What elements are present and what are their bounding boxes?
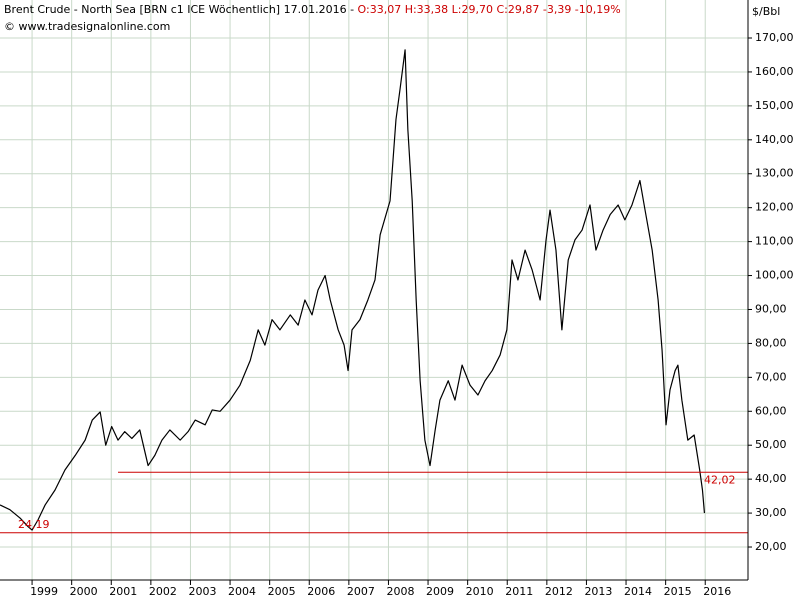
- x-tick-label: 2013: [584, 585, 612, 598]
- x-tick-label: 2016: [703, 585, 731, 598]
- y-tick-label: 100,00: [755, 269, 794, 282]
- x-tick-label: 2002: [149, 585, 177, 598]
- x-tick-label: 1999: [30, 585, 58, 598]
- x-tick-label: 2000: [70, 585, 98, 598]
- level-label: 24,19: [18, 518, 50, 531]
- grid-layer: [0, 0, 748, 580]
- y-tick-label: 160,00: [755, 65, 794, 78]
- x-tick-label: 2005: [268, 585, 296, 598]
- data-layer: [0, 49, 748, 534]
- y-tick-label: 140,00: [755, 133, 794, 146]
- x-tick-label: 2006: [307, 585, 335, 598]
- y-tick-label: 30,00: [755, 506, 787, 519]
- x-tick-label: 2011: [505, 585, 533, 598]
- y-tick-label: 40,00: [755, 472, 787, 485]
- y-tick-label: 110,00: [755, 235, 794, 248]
- y-tick-label: 70,00: [755, 370, 787, 383]
- copyright: © www.tradesignalonline.com: [4, 20, 170, 33]
- x-tick-label: 2010: [466, 585, 494, 598]
- y-tick-label: 130,00: [755, 167, 794, 180]
- y-tick-label: 50,00: [755, 438, 787, 451]
- y-tick-label: 150,00: [755, 99, 794, 112]
- x-tick-label: 2014: [624, 585, 652, 598]
- price-line: [0, 49, 706, 531]
- quote-text: O:33,07 H:33,38 L:29,70 C:29,87 -3,39 -1…: [358, 3, 621, 16]
- x-tick-label: 2012: [545, 585, 573, 598]
- y-tick-label: 60,00: [755, 404, 787, 417]
- x-tick-label: 2008: [386, 585, 414, 598]
- y-axis-label: $/Bbl: [752, 5, 780, 18]
- title-text: Brent Crude - North Sea [BRN c1 ICE Wöch…: [4, 3, 358, 16]
- y-tick-label: 80,00: [755, 336, 787, 349]
- x-tick-label: 2004: [228, 585, 256, 598]
- x-tick-label: 2007: [347, 585, 375, 598]
- x-tick-label: 2001: [109, 585, 137, 598]
- x-tick-label: 2015: [664, 585, 692, 598]
- y-tick-label: 20,00: [755, 540, 787, 553]
- chart-title: Brent Crude - North Sea [BRN c1 ICE Wöch…: [4, 3, 621, 16]
- x-tick-label: 2009: [426, 585, 454, 598]
- y-tick-label: 120,00: [755, 201, 794, 214]
- y-tick-label: 90,00: [755, 302, 787, 315]
- level-label: 42,02: [704, 473, 736, 486]
- x-tick-label: 2003: [188, 585, 216, 598]
- y-tick-label: 170,00: [755, 31, 794, 44]
